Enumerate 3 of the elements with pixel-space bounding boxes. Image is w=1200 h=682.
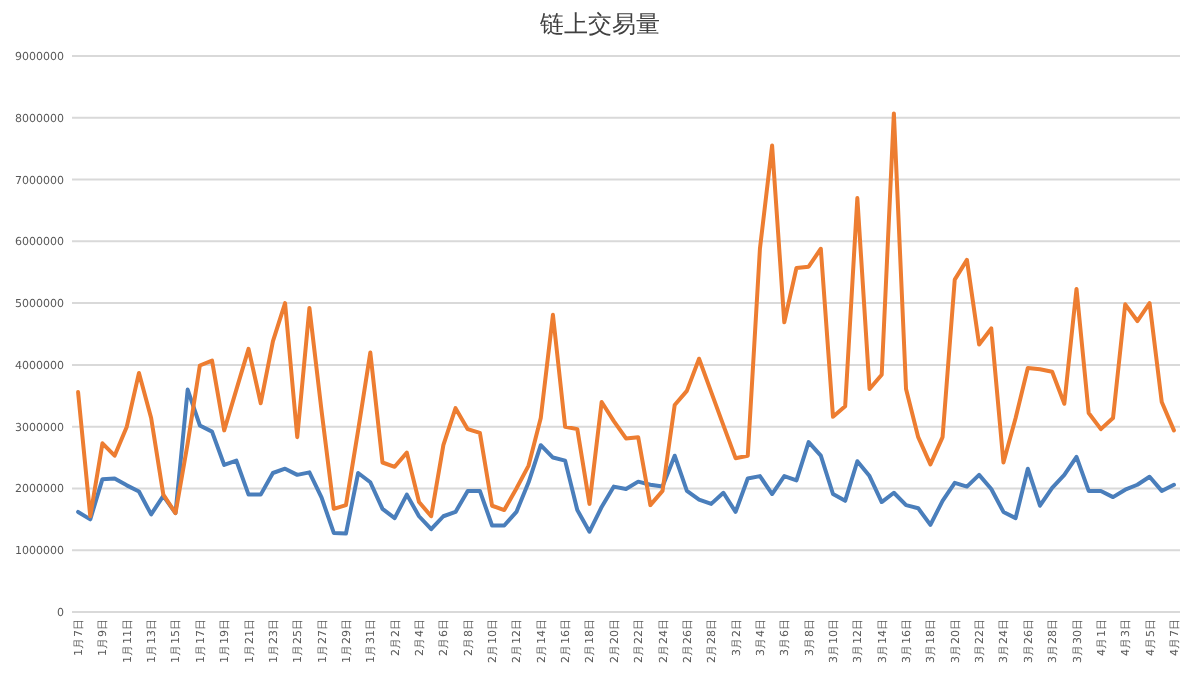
chart-title: 链上交易量 (538, 10, 660, 38)
line-series (76, 111, 1176, 519)
line-series (76, 387, 1176, 536)
